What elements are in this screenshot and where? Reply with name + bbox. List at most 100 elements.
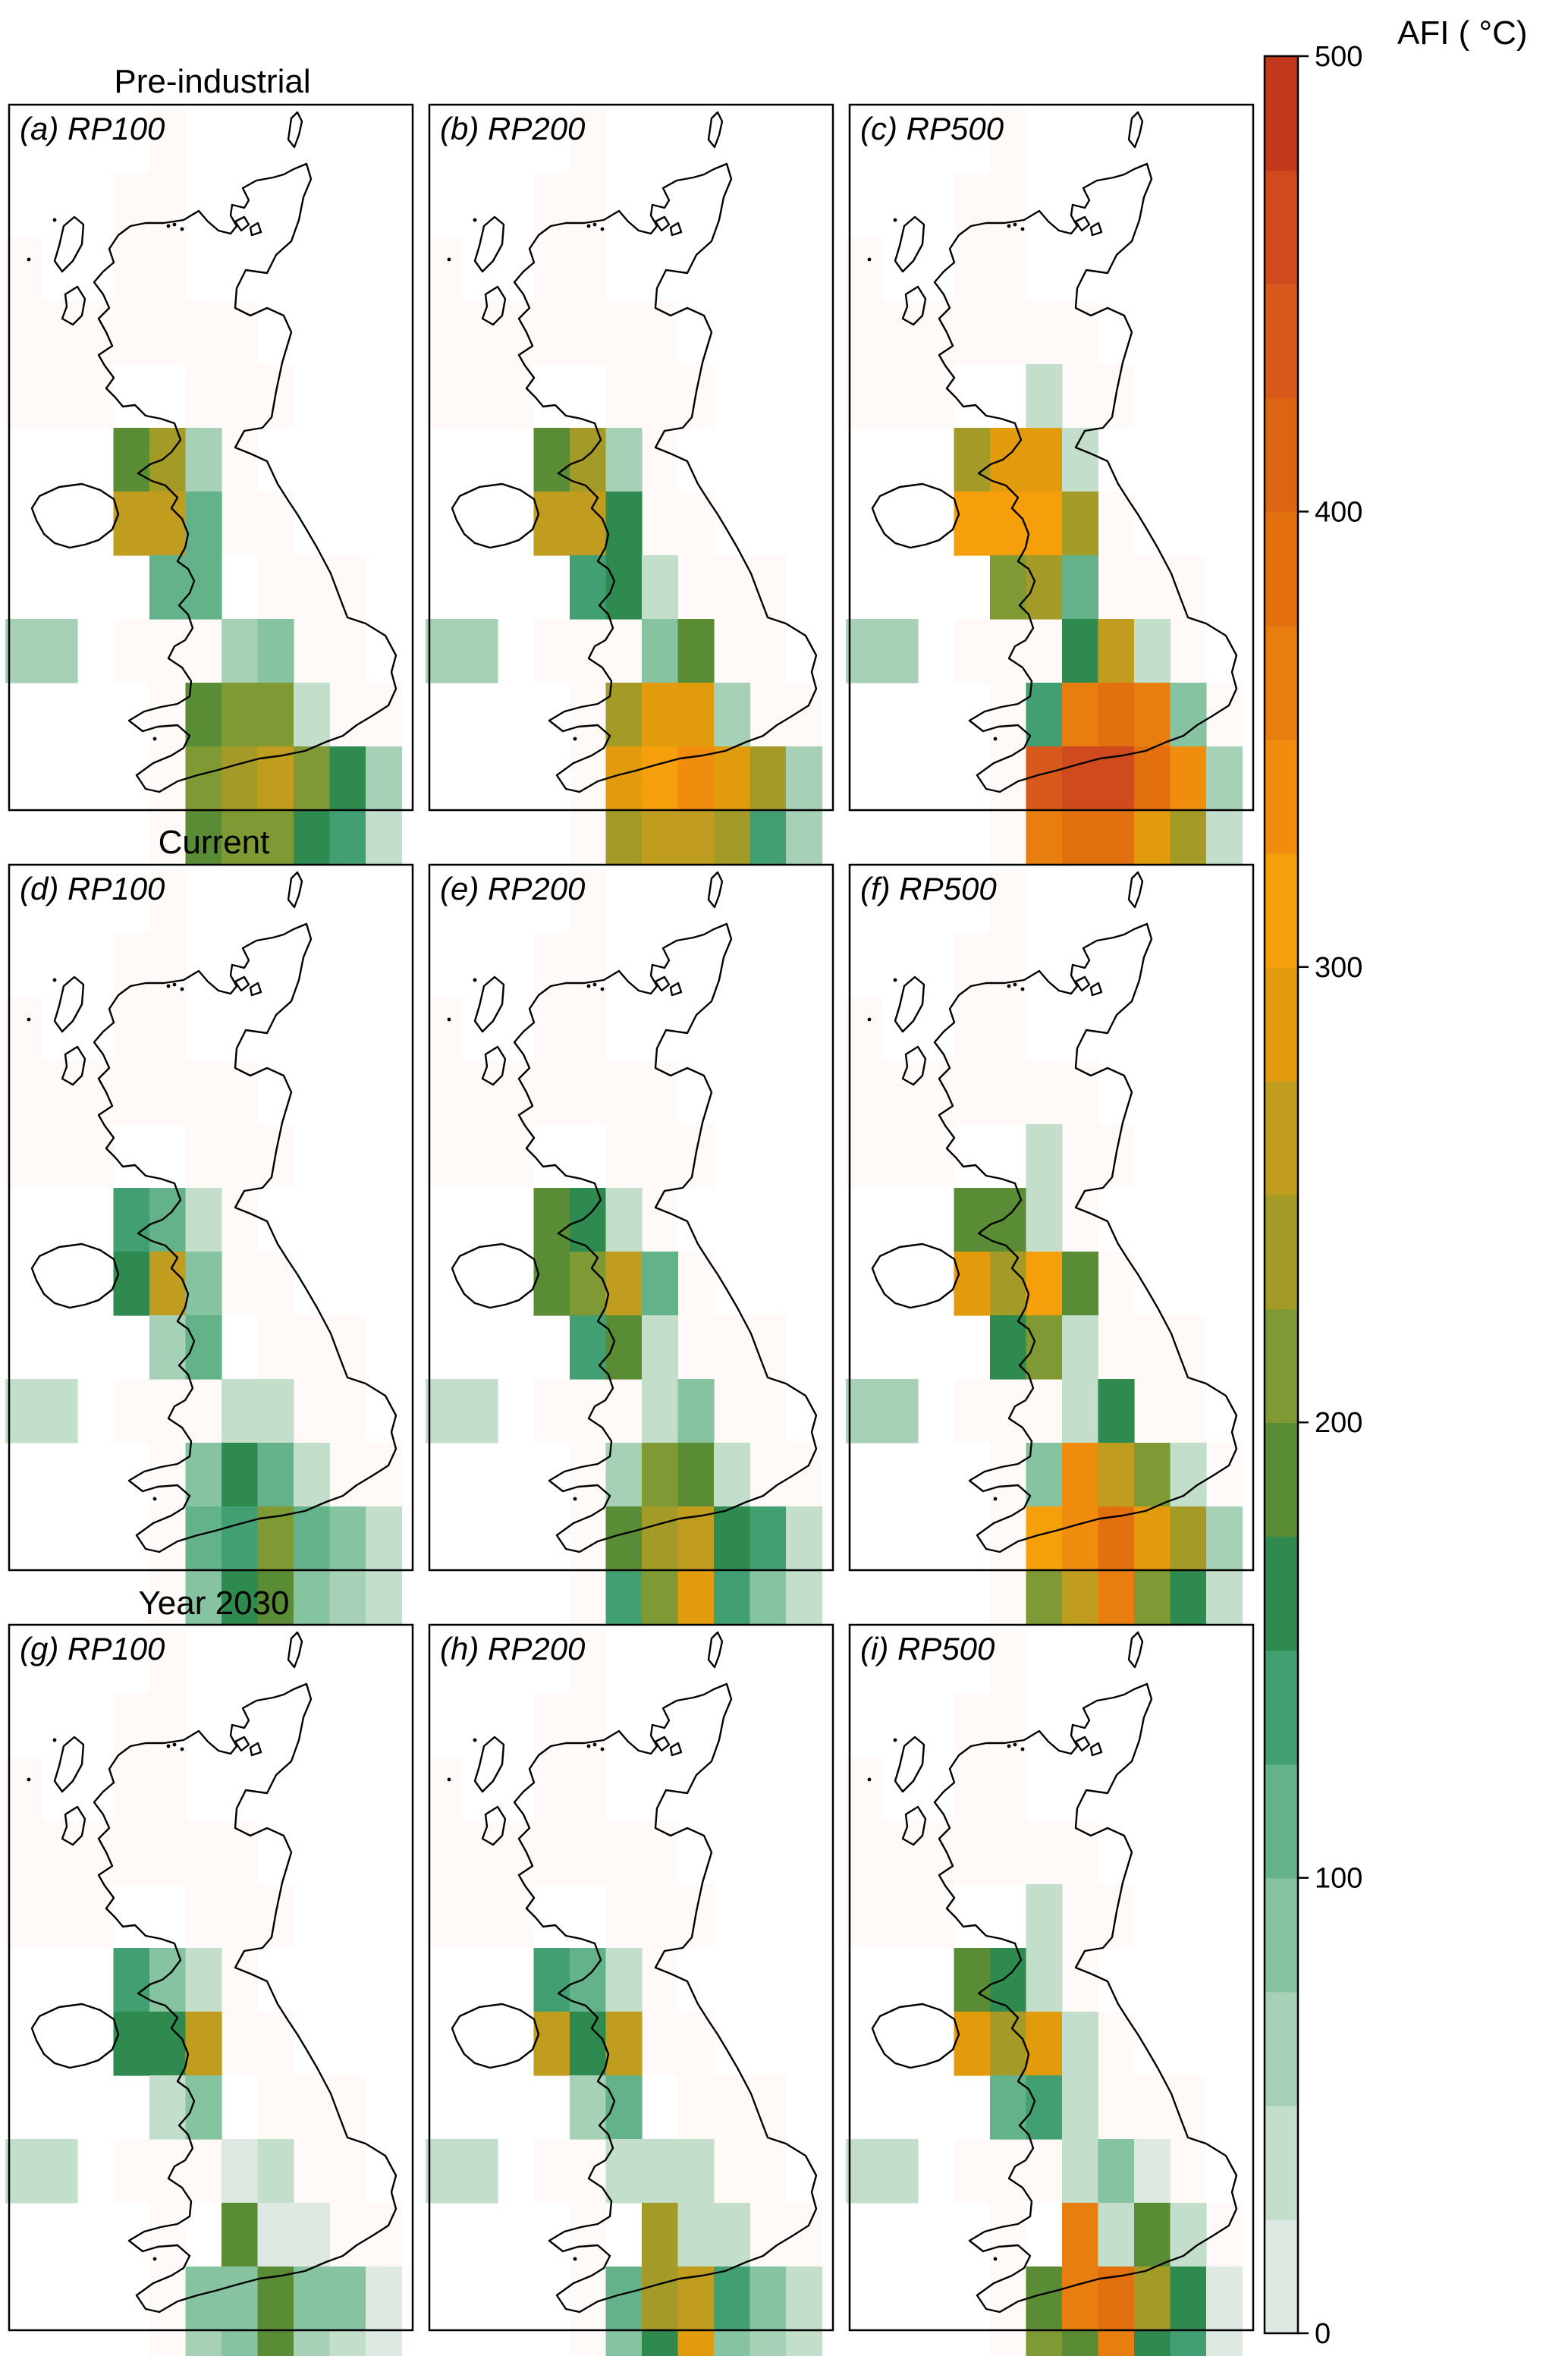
afi-cell: [918, 1884, 955, 1949]
afi-cell: [990, 1379, 1027, 1443]
afi-cell: [1134, 2139, 1171, 2204]
colorbar: AFI ( °C) 0 100 200 300 400 500: [1263, 14, 1528, 2350]
coastline: [451, 2003, 540, 2069]
afi-cell: [1098, 2203, 1135, 2267]
afi-cell: [954, 1948, 991, 2012]
afi-cell: [113, 300, 150, 365]
afi-cell: [533, 237, 570, 301]
afi-cell: [846, 997, 883, 1061]
afi-cell: [570, 810, 607, 875]
afi-cell: [570, 1629, 607, 1694]
afi-cell: [990, 619, 1027, 683]
island: [180, 1747, 184, 1751]
afi-cell: [605, 1570, 643, 1635]
coastline: [707, 111, 724, 149]
afi-cell: [749, 746, 787, 811]
afi-cell: [533, 1188, 570, 1252]
coastline: [61, 1805, 86, 1846]
afi-cell: [605, 300, 643, 365]
afi-cell: [149, 683, 187, 747]
colorbar-step: [1265, 853, 1298, 968]
island: [473, 978, 477, 982]
afi-cell: [329, 683, 366, 747]
afi-cell: [329, 2203, 366, 2267]
afi-cell: [846, 1884, 883, 1949]
afi-cell: [1026, 1188, 1063, 1252]
afi-cell: [185, 746, 222, 811]
afi-cell: [5, 237, 42, 301]
afi-cell: [498, 364, 535, 429]
afi-cell: [294, 2266, 331, 2331]
afi-cell: [714, 2266, 751, 2331]
afi-cell: [1098, 555, 1135, 620]
afi-cell: [113, 1820, 150, 1885]
coastline: [61, 285, 86, 326]
afi-cell: [185, 2139, 222, 2204]
afi-cell: [1206, 2203, 1243, 2267]
island: [600, 987, 605, 991]
afi-cell: [990, 810, 1027, 875]
colorbar-title: AFI ( °C): [1397, 14, 1528, 52]
afi-cell: [1170, 2139, 1207, 2204]
colorbar-ticks: 0 100 200 300 400 500: [1298, 41, 1362, 2350]
afi-cell: [677, 1443, 715, 1507]
afi-cell: [990, 869, 1027, 934]
afi-cell: [642, 1252, 679, 1316]
afi-cell: [5, 619, 42, 683]
afi-cell: [990, 1252, 1027, 1316]
island: [166, 1744, 171, 1748]
afi-cell: [257, 1315, 294, 1380]
afi-cell: [642, 1379, 679, 1443]
coastline: [473, 1736, 505, 1793]
afi-cell: [533, 1060, 570, 1125]
island: [1013, 982, 1017, 987]
afi-cell: [605, 364, 643, 429]
afi-cell: [222, 2139, 259, 2204]
coastline: [1127, 111, 1144, 149]
afi-cell: [533, 492, 570, 556]
row-titles: Pre-industrial Current Year 2030: [114, 63, 310, 1622]
afi-cell: [5, 1124, 42, 1189]
afi-cell: [366, 2266, 403, 2331]
afi-cell: [1098, 1570, 1135, 1635]
afi-cell: [149, 997, 187, 1061]
afi-cell: [5, 997, 42, 1061]
coastline: [1074, 215, 1103, 237]
afi-cell: [749, 683, 787, 747]
afi-cell: [149, 1629, 187, 1694]
afi-cell: [1134, 810, 1171, 875]
afi-cell: [642, 2139, 679, 2204]
afi-cell: [149, 1315, 187, 1380]
afi-cell: [677, 2075, 715, 2140]
afi-cell: [533, 1693, 570, 1758]
afi-cell: [954, 1757, 991, 1821]
colorbar-step: [1265, 1764, 1298, 1879]
afi-cell: [1170, 619, 1207, 683]
afi-cell: [1062, 746, 1099, 811]
afi-cell: [570, 300, 607, 365]
afi-cell: [1134, 619, 1171, 683]
colorbar-step: [1265, 2219, 1298, 2334]
afi-cell: [605, 746, 643, 811]
afi-cell: [149, 810, 187, 875]
afi-cell: [113, 1693, 150, 1758]
island: [473, 218, 477, 222]
afi-cell: [570, 1060, 607, 1125]
afi-cell: [149, 619, 187, 683]
colorbar-step: [1265, 1991, 1298, 2106]
afi-cell: [990, 1757, 1027, 1821]
afi-cell: [185, 2330, 222, 2356]
afi-cell: [149, 1570, 187, 1635]
afi-cell: [1170, 1506, 1207, 1571]
coastline: [234, 975, 262, 997]
afi-cell: [113, 1757, 150, 1821]
island: [172, 222, 177, 227]
afi-cell: [1026, 1570, 1063, 1635]
coastline: [871, 2003, 960, 2069]
afi-cell: [677, 1315, 715, 1380]
afi-cell: [570, 1379, 607, 1443]
afi-cell: [5, 1820, 42, 1885]
afi-cell: [605, 2266, 643, 2331]
afi-cell: [77, 1884, 115, 1949]
afi-cell: [257, 619, 294, 683]
